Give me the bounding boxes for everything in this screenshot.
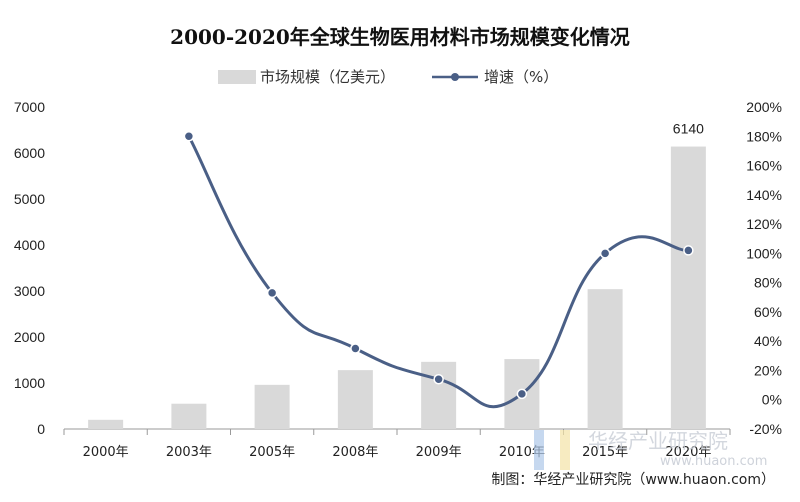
- bar-series: [88, 146, 706, 429]
- x-tick-label: 2000年: [83, 445, 129, 460]
- x-tick-label: 2010年: [499, 445, 545, 460]
- y-left-tick-label: 6000: [14, 145, 45, 161]
- bar: [670, 146, 706, 429]
- x-tick-label: 2009年: [416, 445, 462, 460]
- legend-bar-label: 市场规模（亿美元）: [260, 68, 395, 86]
- x-tick-label: 2008年: [332, 445, 378, 460]
- y-right-tick-label: 100%: [746, 245, 782, 261]
- bar: [88, 419, 124, 429]
- source-note: 制图：华经产业研究院（www.huaon.com）: [491, 472, 775, 488]
- growth-point: [433, 373, 444, 385]
- y-right-tick-label: -20%: [749, 421, 782, 437]
- y-axis-right: -20% 0% 20% 40% 60% 80% 100% 120% 140% 160% 180% 20…: [746, 99, 782, 437]
- x-tick-label: 2020年: [665, 445, 711, 460]
- legend-line-label: 增速（%）: [484, 68, 558, 86]
- y-left-tick-label: 5000: [14, 191, 45, 207]
- y-right-tick-label: 160%: [746, 158, 782, 174]
- data-labels: 6140: [673, 121, 704, 137]
- y-axis-left: 0 1000 2000 3000 4000 5000 6000 7000: [14, 99, 45, 437]
- watermark-text: 华经产业研究院: [588, 429, 728, 453]
- legend-bar-swatch: [218, 70, 256, 84]
- x-tick-label: 2005年: [249, 445, 295, 460]
- growth-point: [183, 131, 195, 142]
- x-axis: 2000年 2003年 2005年 2008年 2009年 2010年 2015年 2020年: [63, 429, 731, 460]
- bar: [421, 361, 457, 429]
- growth-point: [516, 388, 528, 400]
- bar: [337, 370, 373, 429]
- bar-data-label: 6140: [673, 121, 704, 137]
- y-left-tick-label: 3000: [14, 283, 45, 299]
- y-right-tick-label: 180%: [746, 128, 782, 144]
- watermark-logo-yellow: [560, 430, 570, 470]
- y-left-tick-label: 0: [37, 421, 45, 437]
- bar: [254, 384, 290, 429]
- bar: [587, 289, 623, 429]
- y-right-tick-label: 80%: [754, 275, 782, 291]
- y-right-tick-label: 60%: [754, 304, 782, 320]
- y-left-tick-label: 4000: [14, 237, 45, 253]
- legend-line-marker: [451, 73, 459, 81]
- y-right-tick-label: 40%: [754, 333, 782, 349]
- watermark: 华经产业研究院 www.huaon.com: [534, 429, 767, 470]
- y-left-tick-label: 7000: [14, 99, 45, 115]
- growth-point: [683, 245, 694, 256]
- watermark-logo-blue: [534, 430, 544, 470]
- line-series: [183, 131, 694, 409]
- watermark-url: www.huaon.com: [660, 454, 767, 469]
- growth-point: [266, 287, 278, 299]
- bar: [171, 403, 207, 429]
- y-left-tick-label: 1000: [14, 375, 45, 391]
- chart-title: 2000-2020年全球生物医用材料市场规模变化情况: [170, 25, 630, 49]
- y-right-tick-label: 120%: [746, 216, 782, 232]
- y-left-tick-label: 2000: [14, 329, 45, 345]
- y-right-tick-label: 0%: [762, 392, 782, 408]
- growth-point: [350, 343, 361, 354]
- y-right-tick-label: 200%: [746, 99, 782, 115]
- growth-point: [599, 248, 611, 259]
- x-tick-label: 2015年: [582, 445, 628, 460]
- x-tick-label: 2003年: [166, 445, 212, 460]
- y-right-tick-label: 140%: [746, 187, 782, 203]
- y-right-tick-label: 20%: [754, 362, 782, 378]
- legend: 市场规模（亿美元） 增速（%）: [218, 68, 558, 86]
